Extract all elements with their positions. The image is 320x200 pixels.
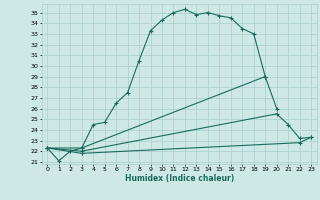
X-axis label: Humidex (Indice chaleur): Humidex (Indice chaleur) (124, 174, 234, 183)
